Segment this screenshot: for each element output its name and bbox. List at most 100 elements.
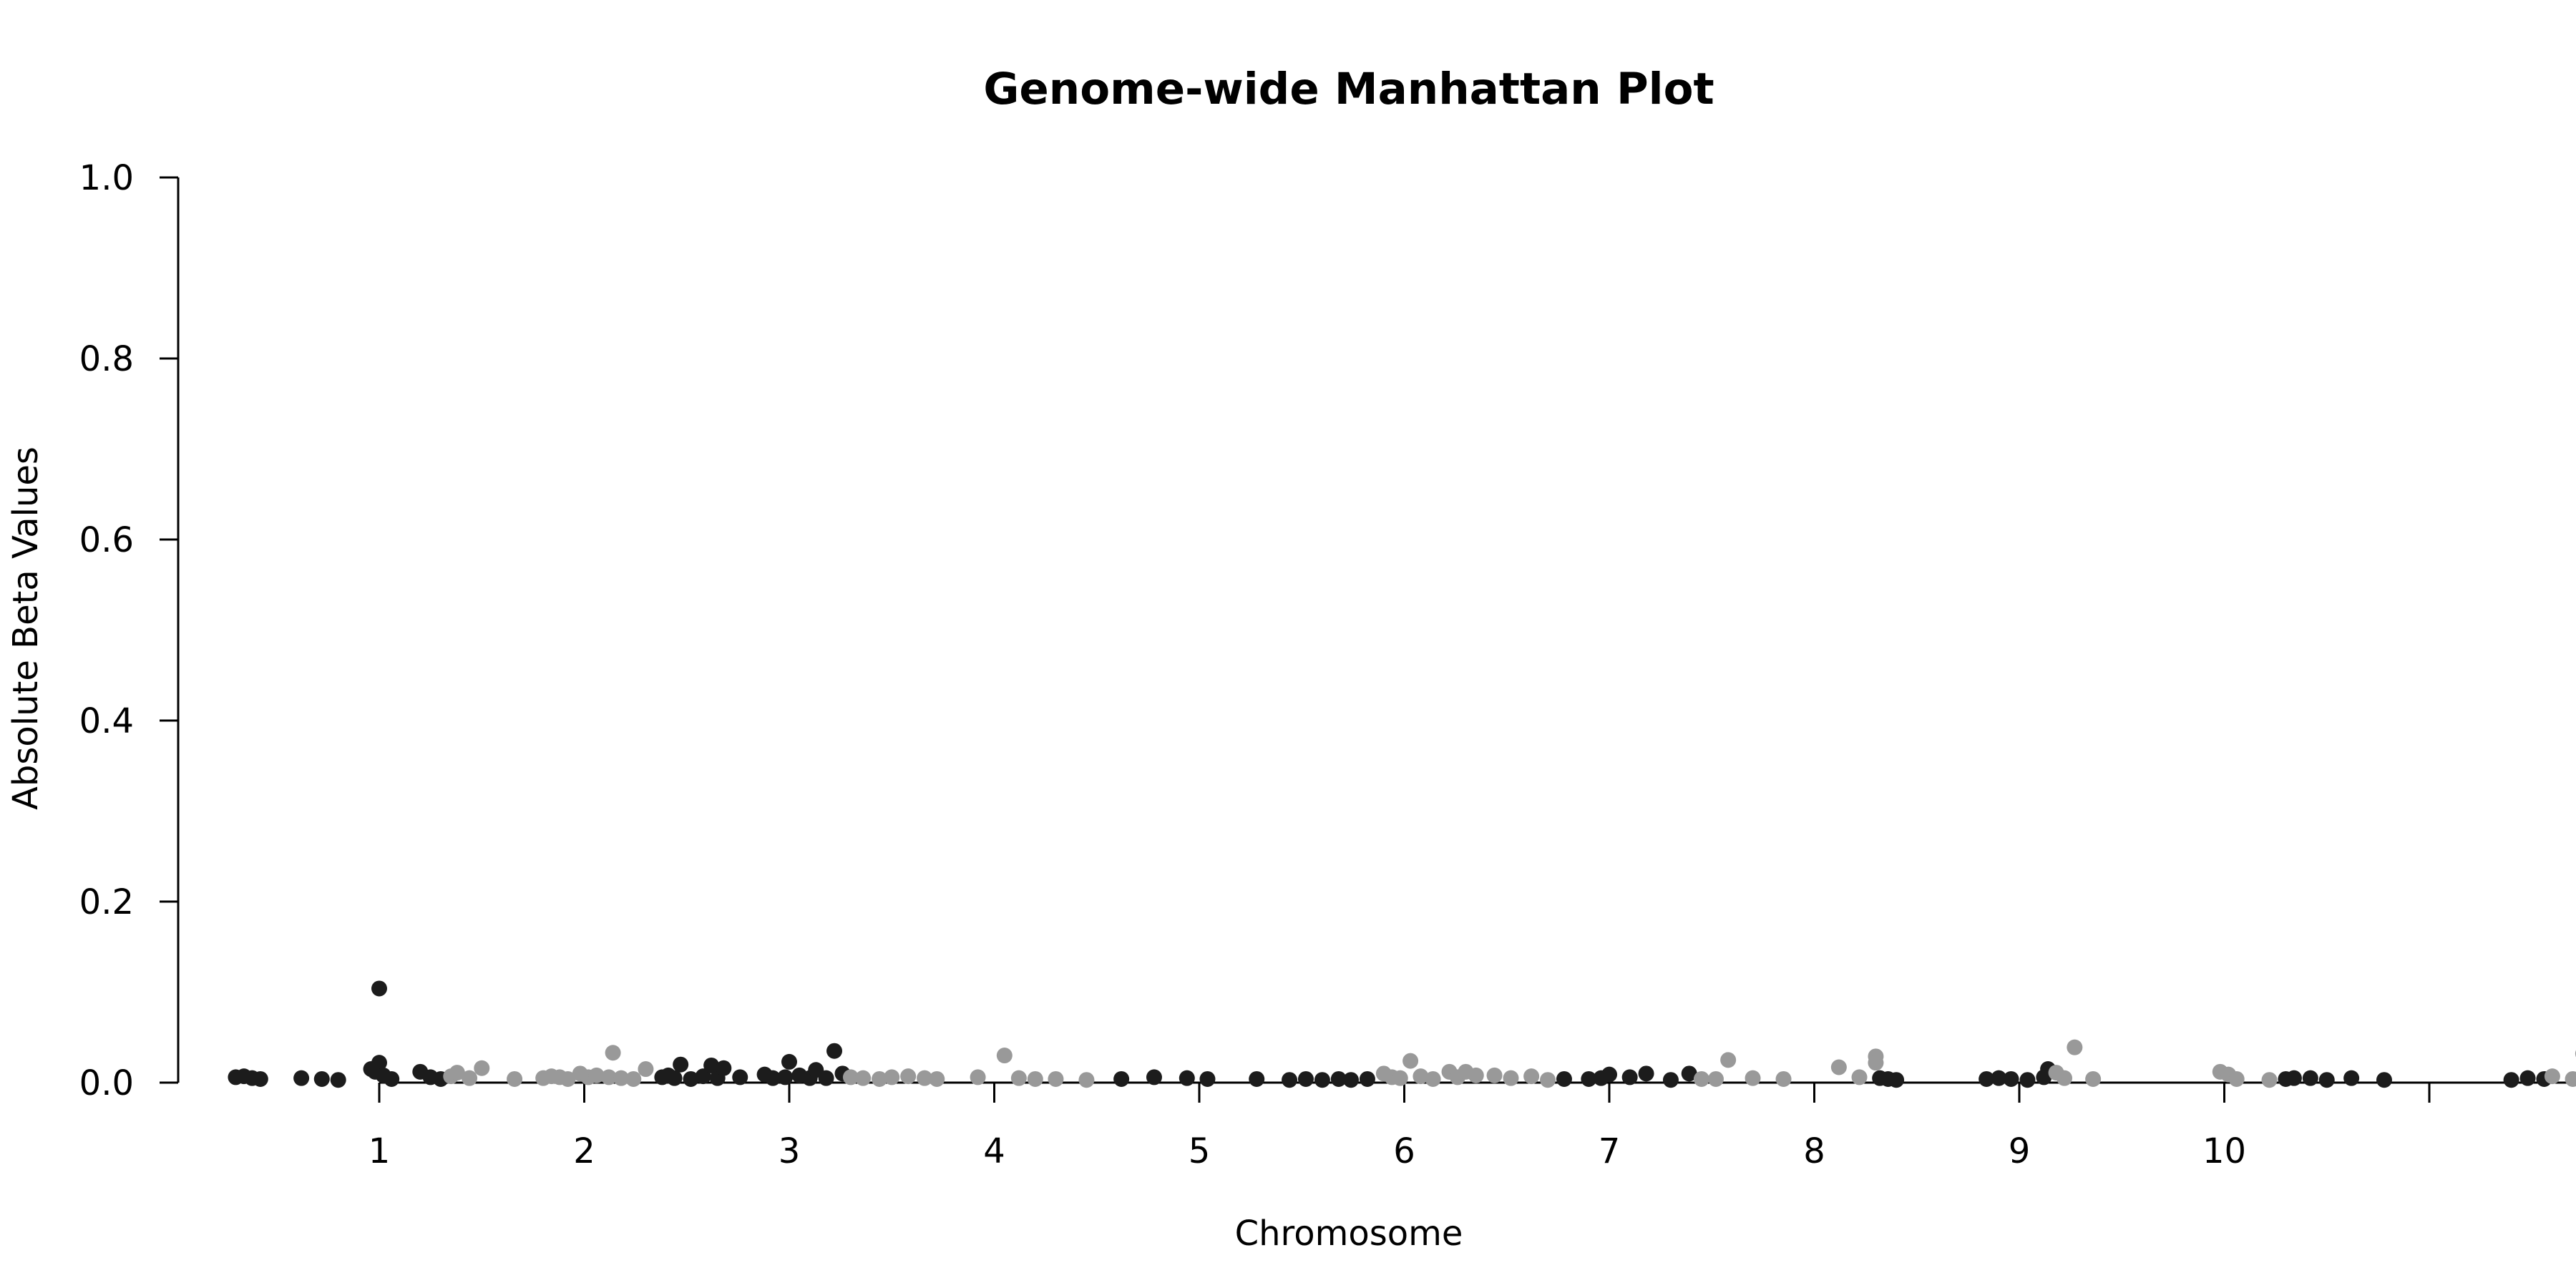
data-point xyxy=(605,1045,621,1061)
data-point xyxy=(1078,1072,1095,1088)
data-point xyxy=(1425,1070,1441,1087)
y-axis: 0.0 0.2 0.4 0.6 0.8 1.0 xyxy=(79,158,180,1103)
data-point xyxy=(1359,1070,1375,1087)
data-point xyxy=(588,1067,605,1083)
data-point xyxy=(252,1070,268,1087)
data-point xyxy=(1249,1070,1265,1087)
data-point xyxy=(2057,1070,2073,1086)
data-point xyxy=(2019,1072,2036,1088)
data-point xyxy=(826,1043,843,1059)
data-point xyxy=(371,980,387,997)
y-tick-label: 0.6 xyxy=(79,520,134,560)
data-point xyxy=(1027,1070,1043,1087)
data-point xyxy=(1638,1065,1654,1082)
data-point xyxy=(613,1070,630,1086)
data-point xyxy=(872,1070,888,1087)
data-point xyxy=(2261,1072,2278,1088)
data-point xyxy=(1621,1069,1638,1085)
data-point xyxy=(1991,1070,2007,1086)
data-point xyxy=(1681,1065,1697,1082)
data-point xyxy=(884,1069,900,1085)
data-point xyxy=(1392,1070,1408,1086)
data-point xyxy=(929,1070,945,1087)
data-point xyxy=(371,1055,387,1071)
data-points xyxy=(228,980,2576,1088)
data-point xyxy=(1402,1053,1419,1069)
x-tick-label: 9 xyxy=(2009,1131,2031,1171)
data-point xyxy=(1146,1069,1162,1085)
data-point xyxy=(1468,1067,1484,1083)
x-tick-label: 3 xyxy=(779,1131,801,1171)
data-point xyxy=(2519,1070,2536,1086)
data-point xyxy=(970,1069,986,1085)
data-point xyxy=(703,1057,720,1073)
data-point xyxy=(777,1069,794,1085)
x-tick-label: 6 xyxy=(1393,1131,1415,1171)
data-point xyxy=(683,1070,699,1087)
data-point xyxy=(507,1070,523,1087)
data-point xyxy=(1775,1070,1792,1087)
data-point xyxy=(449,1065,465,1081)
data-point xyxy=(1693,1070,1709,1087)
data-point xyxy=(2302,1070,2318,1086)
data-point xyxy=(917,1070,933,1086)
data-point xyxy=(2376,1072,2392,1088)
data-point xyxy=(1199,1070,1216,1087)
data-point xyxy=(1662,1072,1679,1088)
data-point xyxy=(2285,1070,2302,1086)
data-point xyxy=(1413,1068,1429,1085)
data-point xyxy=(666,1070,683,1086)
data-point xyxy=(1888,1072,1905,1088)
y-tick-label: 0.0 xyxy=(79,1063,134,1103)
data-point xyxy=(2565,1070,2576,1087)
data-point xyxy=(1745,1070,1761,1086)
data-point xyxy=(1048,1070,1064,1087)
data-point xyxy=(474,1060,490,1076)
data-point xyxy=(1330,1070,1347,1087)
data-point xyxy=(2085,1070,2102,1087)
data-point xyxy=(1314,1072,1330,1088)
x-tick-label: 4 xyxy=(983,1131,1005,1171)
data-point xyxy=(996,1048,1013,1064)
data-point xyxy=(900,1068,917,1085)
y-tick-label: 1.0 xyxy=(79,158,134,198)
data-point xyxy=(732,1069,748,1085)
data-point xyxy=(1486,1067,1503,1083)
data-point xyxy=(765,1070,781,1086)
x-tick-label: 8 xyxy=(1803,1131,1825,1171)
data-point xyxy=(638,1061,654,1078)
data-point xyxy=(2503,1072,2519,1088)
y-tick-label: 0.2 xyxy=(79,882,134,922)
data-point xyxy=(1113,1070,1130,1087)
data-point xyxy=(2003,1070,2019,1087)
data-point xyxy=(855,1070,872,1086)
data-point xyxy=(1343,1072,1360,1088)
data-point xyxy=(2318,1072,2335,1088)
data-point xyxy=(2067,1039,2083,1055)
data-point xyxy=(313,1070,330,1087)
y-tick-label: 0.8 xyxy=(79,339,134,379)
data-point xyxy=(2544,1068,2560,1085)
data-point xyxy=(384,1070,400,1087)
data-point xyxy=(1830,1059,1847,1075)
x-tick-label: 10 xyxy=(2202,1131,2246,1171)
data-point xyxy=(818,1070,834,1086)
data-point xyxy=(1282,1072,1298,1088)
x-tick-label: 7 xyxy=(1599,1131,1621,1171)
data-point xyxy=(625,1070,642,1087)
data-point xyxy=(1503,1070,1519,1086)
x-tick-label: 2 xyxy=(573,1131,595,1171)
data-point xyxy=(1523,1068,1540,1085)
data-point xyxy=(330,1072,346,1088)
data-point xyxy=(1979,1070,1995,1087)
x-axis-label: Chromosome xyxy=(1235,1214,1463,1254)
data-point xyxy=(1179,1070,1195,1086)
data-point xyxy=(781,1053,797,1070)
data-point xyxy=(842,1069,859,1085)
data-point xyxy=(1010,1070,1027,1086)
data-point xyxy=(462,1070,478,1086)
data-point xyxy=(1707,1070,1724,1087)
x-tick-label: 5 xyxy=(1189,1131,1211,1171)
x-tick-label: 1 xyxy=(369,1131,391,1171)
